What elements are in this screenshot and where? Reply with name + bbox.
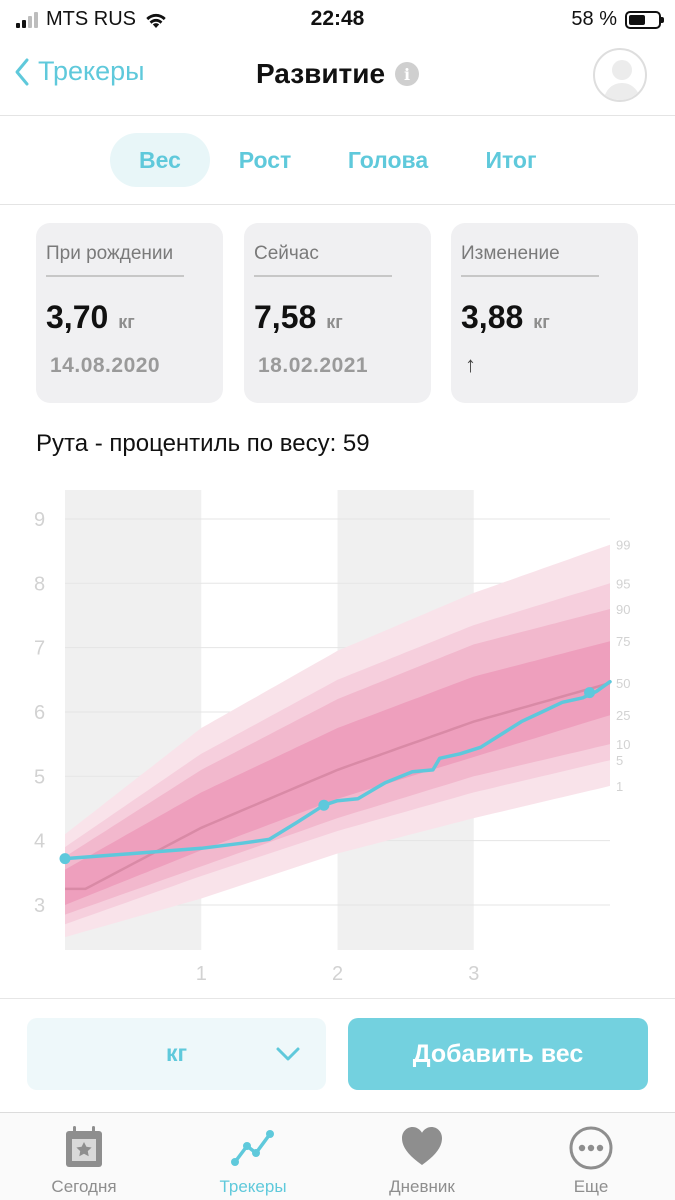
calendar-star-icon xyxy=(66,1126,102,1167)
stat-unit: кг xyxy=(533,312,550,332)
more-dots-icon xyxy=(569,1126,613,1170)
battery-fill xyxy=(629,14,646,25)
back-label: Трекеры xyxy=(38,56,145,86)
stat-value-row: 7,58 кг xyxy=(254,299,421,336)
percentile-label-10: 10 xyxy=(616,737,630,752)
y-tick-label: 6 xyxy=(34,702,45,724)
info-icon[interactable]: i xyxy=(395,62,420,86)
navigation-bar: Трекеры Развитие i xyxy=(0,38,675,116)
battery-info: 58 % xyxy=(571,8,664,31)
tabbar-label: Сегодня xyxy=(51,1177,117,1196)
percentile-label-90: 90 xyxy=(616,602,630,617)
weight-data-point xyxy=(318,799,330,811)
percentile-label-1: 1 xyxy=(616,779,623,794)
divider xyxy=(0,998,675,999)
tabbar-label: Дневник xyxy=(389,1177,455,1196)
page-title: Развитие xyxy=(255,58,386,89)
y-tick-label: 9 xyxy=(34,509,45,531)
tabbar-item-diary[interactable]: Дневник xyxy=(338,1113,506,1200)
percentile-caption: Рута - процентиль по весу: 59 xyxy=(36,430,370,457)
stat-value-row: 3,70 кг xyxy=(46,299,213,336)
percentile-label-99: 99 xyxy=(616,538,630,553)
user-silhouette-icon xyxy=(603,60,641,100)
tabbar-item-today[interactable]: Сегодня xyxy=(0,1113,168,1200)
tab-bar: Сегодня Трекеры Дневник xyxy=(0,1112,675,1200)
tab-summary[interactable]: Итог xyxy=(485,147,537,173)
add-weight-button[interactable]: Добавить вес xyxy=(348,1018,648,1090)
avatar[interactable] xyxy=(593,48,647,102)
clock: 22:48 xyxy=(310,7,365,30)
carrier-info: MTS RUS xyxy=(16,8,168,31)
back-button[interactable]: Трекеры xyxy=(14,56,145,87)
stat-card-current: Сейчас 7,58 кг 18.02.2021 xyxy=(244,223,431,403)
heart-icon xyxy=(402,1127,442,1165)
chevron-left-icon xyxy=(15,58,29,85)
y-tick-label: 5 xyxy=(34,766,45,788)
stat-date: 18.02.2021 xyxy=(258,354,369,377)
arrow-up-icon: ↑ xyxy=(465,352,476,377)
y-tick-label: 4 xyxy=(34,831,45,853)
wifi-icon xyxy=(146,13,166,28)
weight-series-line xyxy=(63,679,612,861)
x-tick-label: 2 xyxy=(332,963,343,985)
tab-head[interactable]: Голова xyxy=(347,147,429,173)
percentile-label-5: 5 xyxy=(616,753,623,768)
signal-icon xyxy=(16,11,38,28)
percentile-label-25: 25 xyxy=(616,708,630,723)
y-tick-label: 7 xyxy=(34,638,45,660)
tabbar-item-more[interactable]: Еще xyxy=(507,1113,675,1200)
stat-card-birth: При рождении 3,70 кг 14.08.2020 xyxy=(36,223,223,403)
stat-label: При рождении xyxy=(46,243,184,277)
y-tick-label: 3 xyxy=(34,895,45,917)
weight-data-point xyxy=(59,853,71,865)
stat-value: 7,58 xyxy=(254,299,317,335)
chevron-down-icon xyxy=(276,1047,300,1061)
percentile-label-95: 95 xyxy=(616,576,630,591)
weight-data-point xyxy=(584,687,596,699)
percentile-label-50: 50 xyxy=(616,676,630,691)
carrier-name: MTS RUS xyxy=(46,8,136,30)
battery-icon xyxy=(625,10,664,29)
stat-value: 3,88 xyxy=(461,299,524,335)
stat-value-row: 3,88 кг xyxy=(461,299,628,336)
status-bar: MTS RUS 22:48 58 % xyxy=(0,0,675,38)
x-tick-label: 1 xyxy=(196,963,207,985)
unit-dropdown-value: кг xyxy=(165,1040,188,1066)
tabbar-label: Трекеры xyxy=(219,1177,287,1196)
y-tick-label: 8 xyxy=(34,573,45,595)
unit-dropdown[interactable]: кг xyxy=(27,1018,326,1090)
stat-unit: кг xyxy=(118,312,135,332)
tab-weight[interactable]: Вес xyxy=(110,133,210,187)
trend-line-icon xyxy=(231,1130,274,1166)
stat-label: Изменение xyxy=(461,243,599,277)
percentile-label-75: 75 xyxy=(616,634,630,649)
stat-unit: кг xyxy=(326,312,343,332)
percentile-band-75-25 xyxy=(65,641,610,905)
stat-card-change: Изменение 3,88 кг ↑ xyxy=(451,223,638,403)
tabbar-item-trackers[interactable]: Трекеры xyxy=(169,1113,337,1200)
stat-date: 14.08.2020 xyxy=(50,354,161,377)
x-tick-label: 3 xyxy=(468,963,479,985)
metric-tabs: Вес Рост Голова Итог xyxy=(0,117,675,205)
stat-value: 3,70 xyxy=(46,299,109,335)
stat-label: Сейчас xyxy=(254,243,392,277)
battery-percent: 58 % xyxy=(571,8,617,30)
title-group: Развитие i xyxy=(0,58,675,90)
tab-height[interactable]: Рост xyxy=(238,147,292,173)
tabbar-label: Еще xyxy=(573,1177,609,1196)
